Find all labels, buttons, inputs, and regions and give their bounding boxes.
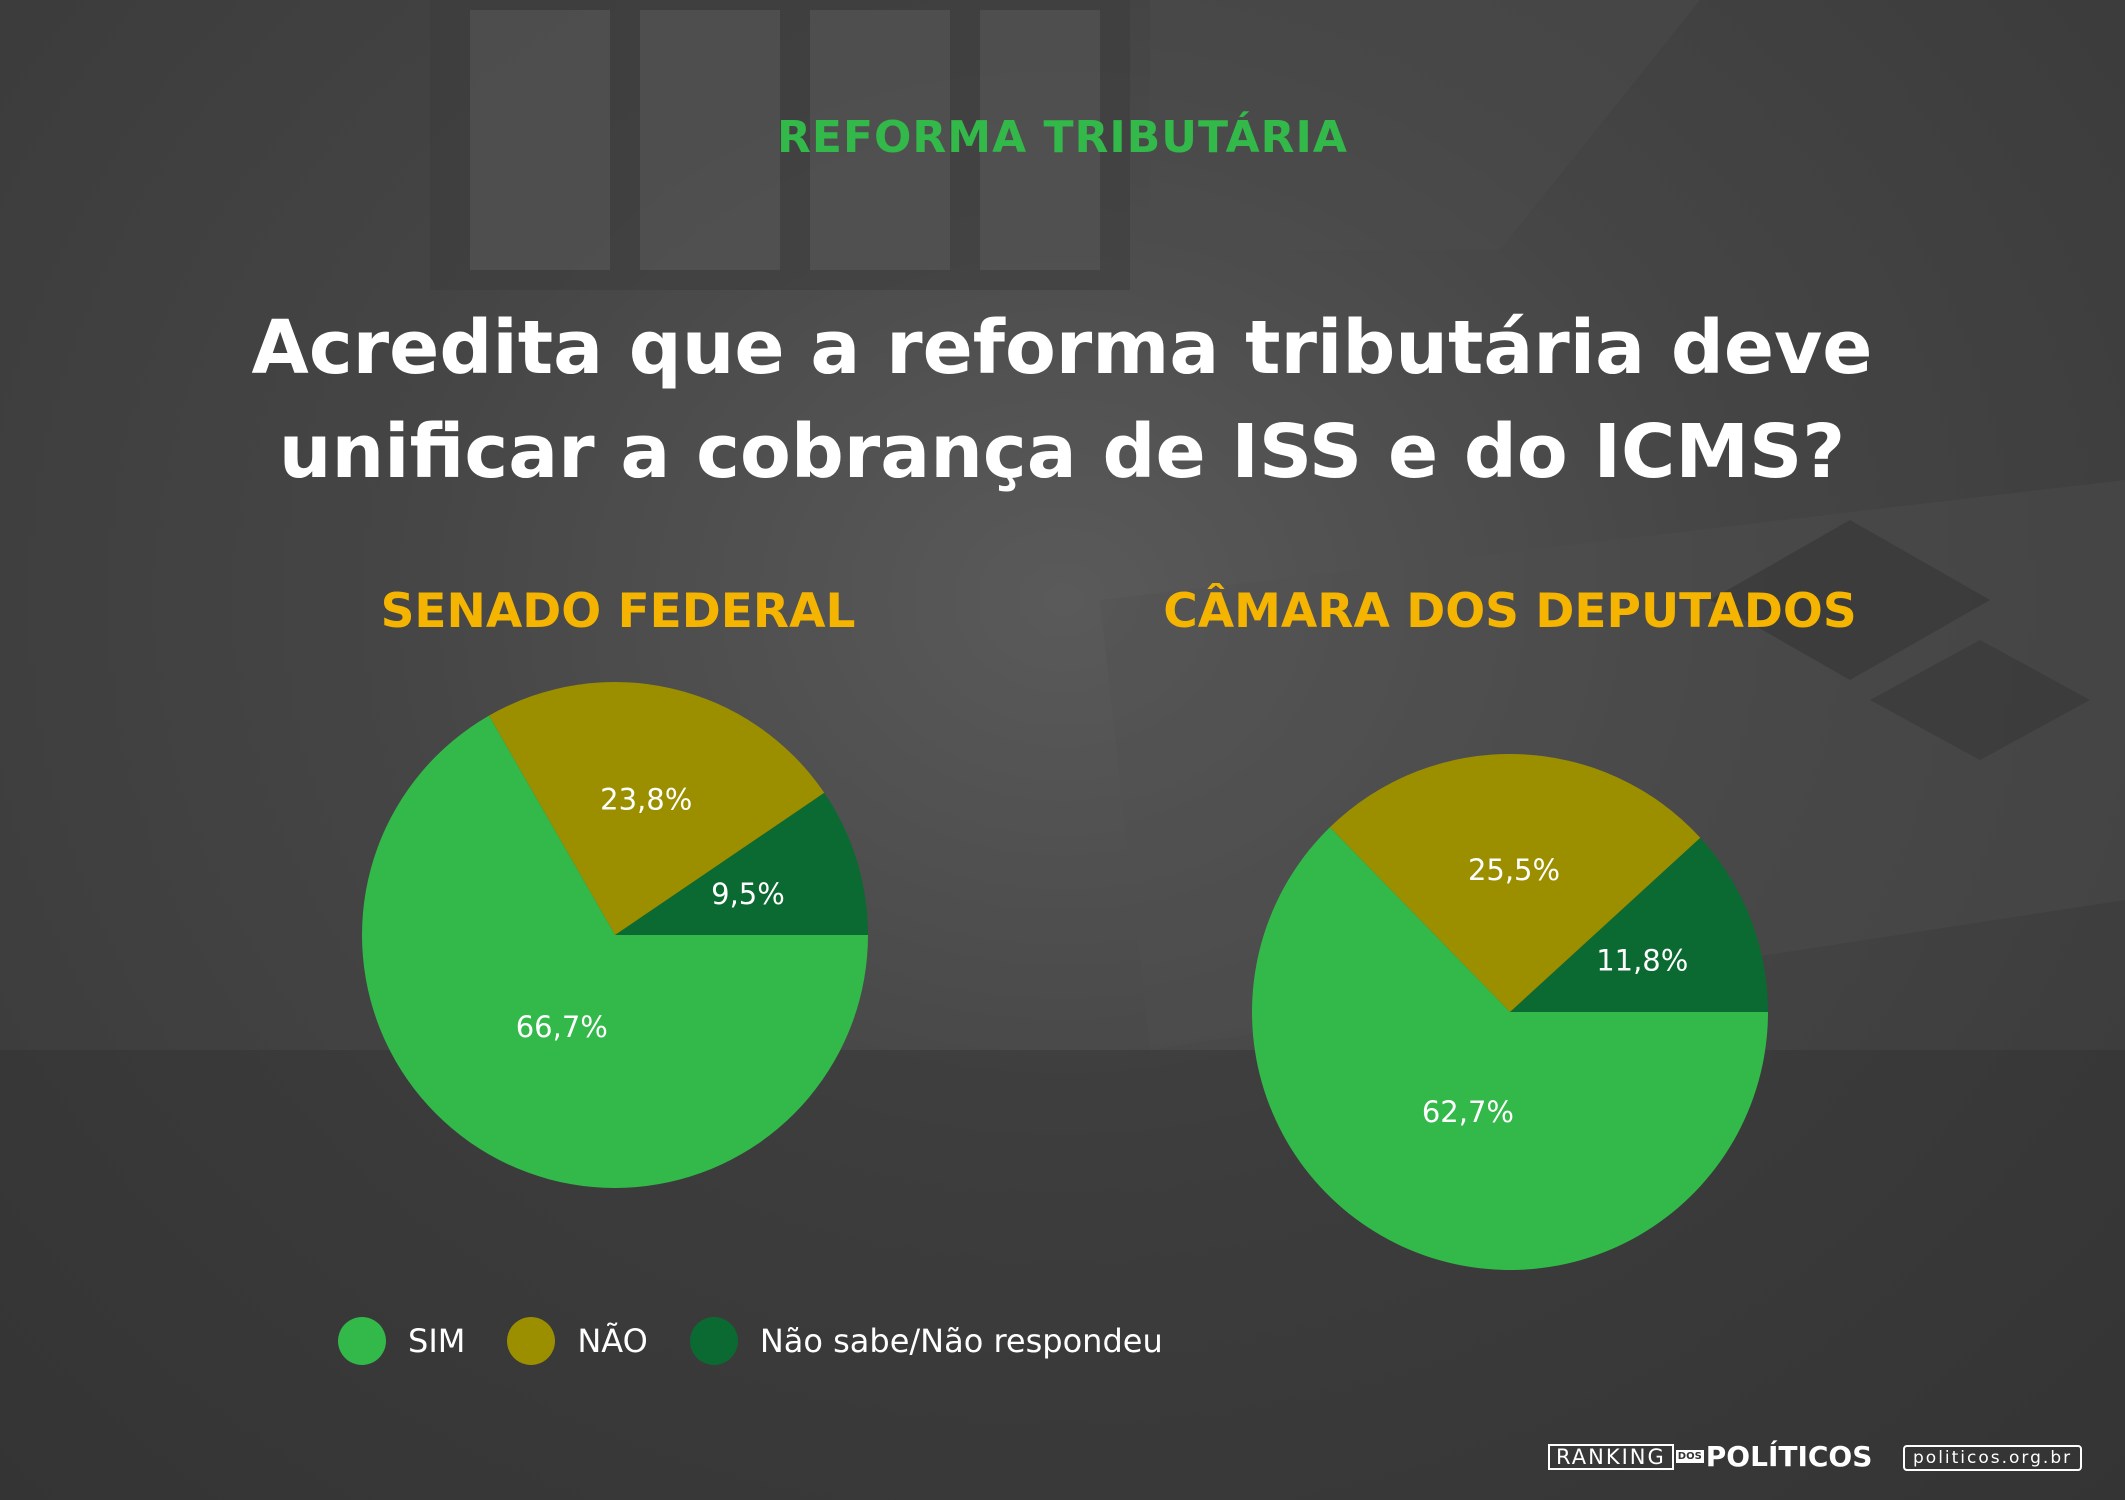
- chart-title-senado: SENADO FEDERAL: [380, 584, 856, 639]
- pie-chart-senado: 9,5% 23,8% 66,7%: [362, 682, 868, 1188]
- legend-swatch-sim: [338, 1317, 386, 1365]
- kicker-title: REFORMA TRIBUTÁRIA: [777, 112, 1348, 163]
- slice-nao: [488, 682, 825, 935]
- pie-chart-camara: 11,8% 25,5% 62,7%: [1252, 754, 1768, 1270]
- slice-ns-nr: [615, 792, 868, 935]
- logo-ranking-text: RANKING: [1548, 1443, 1674, 1470]
- legend-item-sim: SIM: [338, 1317, 465, 1365]
- label-sim: 62,7%: [1422, 1095, 1514, 1129]
- label-ns-nr: 9,5%: [711, 877, 785, 911]
- legend-label-ns-nr: Não sabe/Não respondeu: [759, 1322, 1163, 1360]
- slice-sim: [1252, 827, 1768, 1270]
- logo-politicos-text: POLÍTICOS: [1705, 1440, 1873, 1473]
- label-nao: 25,5%: [1468, 853, 1560, 887]
- legend: SIM NÃO Não sabe/Não respondeu: [338, 1316, 1205, 1366]
- legend-label-sim: SIM: [408, 1322, 466, 1360]
- label-sim: 66,7%: [516, 1010, 608, 1044]
- slice-nao: [1329, 754, 1701, 1012]
- ranking-dos-politicos-logo: RANKING DOS POLÍTICOS: [1548, 1440, 1872, 1473]
- question-title: Acredita que a reforma tributária deve u…: [162, 296, 1962, 504]
- label-ns-nr: 11,8%: [1596, 944, 1688, 978]
- legend-swatch-ns-nr: [689, 1317, 738, 1365]
- question-line-2: unificar a cobrança de ISS e do ICMS?: [278, 409, 1846, 495]
- logo-dos-text: DOS: [1675, 1450, 1704, 1463]
- legend-item-nao: NÃO: [507, 1317, 648, 1365]
- slice-sim: [362, 715, 868, 1188]
- slice-ns-nr: [1510, 837, 1768, 1012]
- site-url: politicos.org.br: [1903, 1445, 2083, 1471]
- legend-label-nao: NÃO: [577, 1322, 648, 1360]
- chart-title-camara: CÂMARA DOS DEPUTADOS: [1163, 584, 1857, 639]
- legend-item-ns-nr: Não sabe/Não respondeu: [689, 1317, 1163, 1365]
- question-line-1: Acredita que a reforma tributária deve: [251, 305, 1873, 391]
- legend-swatch-nao: [507, 1317, 556, 1365]
- label-nao: 23,8%: [600, 782, 692, 816]
